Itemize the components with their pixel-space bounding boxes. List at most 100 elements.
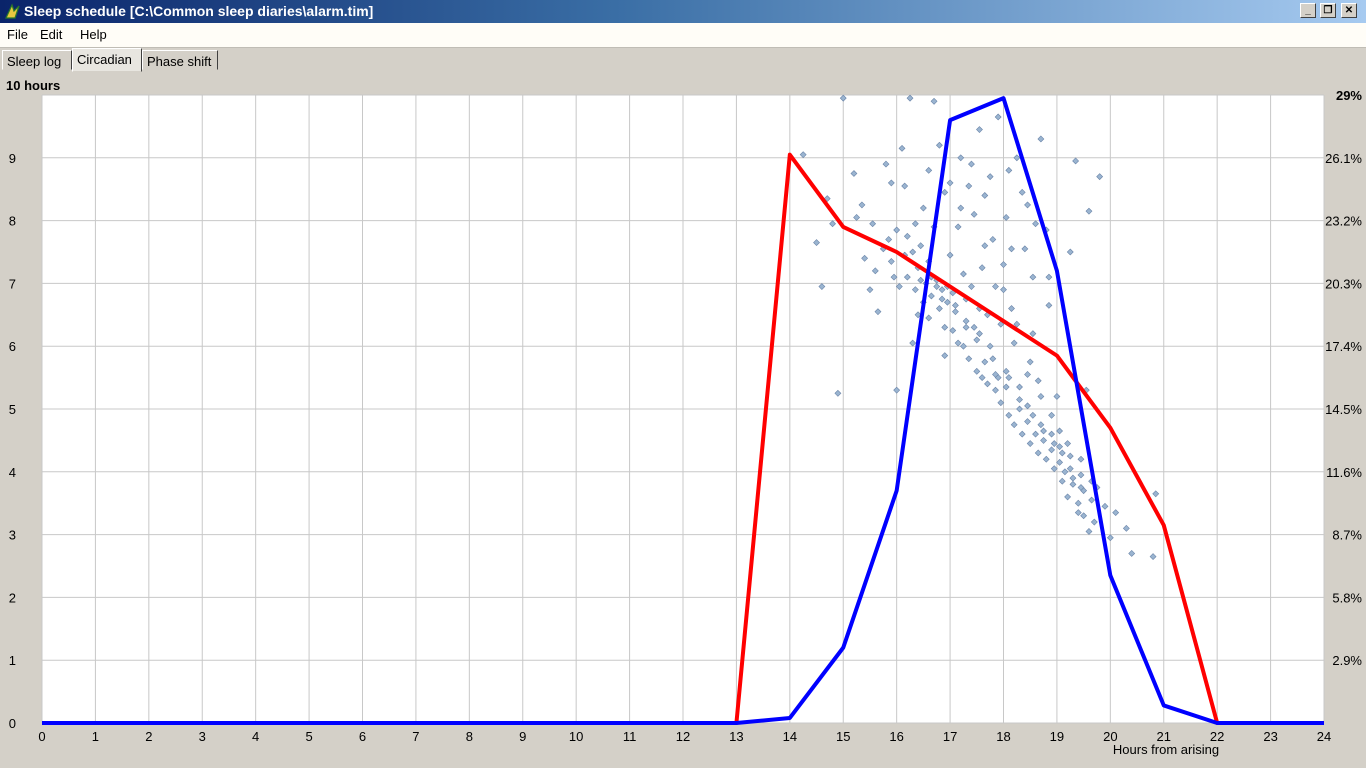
scatter-point [1085,528,1093,535]
scatter-point [890,273,898,281]
scatter-point [957,154,965,162]
scatter-point [1069,480,1077,488]
scatter-point [949,327,957,334]
scatter-point [1048,446,1055,454]
scatter-point [1149,553,1157,561]
scatter-point [968,160,975,168]
scatter-point [887,257,895,265]
scatter-point [887,179,895,187]
tab-circadian[interactable]: Circadian [72,48,142,72]
scatter-point [1096,173,1104,181]
scatter-point [1005,166,1013,174]
series-line-blue [42,96,1324,725]
scatter-point [903,273,911,281]
scatter-point [970,323,978,331]
scatter-point [946,179,954,187]
scatter-point [968,283,975,290]
scatter-point [973,336,981,344]
scatter-point [962,323,970,331]
scatter-point [1045,273,1053,281]
scatter-point [1066,248,1074,256]
right-tick-label: 29% [1336,88,1362,103]
scatter-point [1058,477,1066,485]
scatter-point [952,301,959,309]
scatter-point [903,232,911,240]
scatter-point [1053,393,1061,400]
scatter-point [829,220,836,228]
scatter-point [925,166,933,174]
scatter-point [1106,534,1114,542]
scatter-point [1045,301,1053,309]
scatter-point [1050,465,1058,473]
scatter-point [1037,421,1045,429]
title-bar: Sleep schedule [C:\Common sleep diaries\… [0,0,1366,23]
right-tick-label: 5.8% [1332,590,1362,605]
scatter-point [1056,443,1064,451]
scatter-point [965,355,973,363]
x-tick-label: 1 [92,729,99,744]
scatter-point [1005,411,1013,419]
y-tick-label: 5 [9,402,16,417]
scatter-point [986,173,994,181]
right-tick-labels: 2.9% 5.8% 8.7% 11.6% 14.5% 17.4% 20.3% 23.2% 26.… [1325,88,1362,668]
scatter-point [1037,135,1045,143]
restore-button[interactable]: ❐ [1320,3,1336,18]
scatter-point [911,220,919,228]
right-tick-label: 23.2% [1325,214,1362,229]
scatter-point [992,386,999,394]
scatter-point [1005,374,1013,382]
minimize-button[interactable]: _ [1300,3,1316,18]
x-tick-label: 18 [996,729,1010,744]
scatter-point [1010,339,1018,347]
menu-file[interactable]: File [7,27,28,42]
scatter-point [1066,452,1074,460]
x-tick-label: 14 [783,729,797,744]
scatter-point [914,311,922,319]
scatter-point [935,141,943,149]
scatter-point [1064,440,1072,447]
scatter-point [1008,305,1015,312]
scatter-point [992,371,999,378]
scatter-point [1056,427,1064,435]
scatter-point [1010,421,1018,429]
scatter-point [1002,367,1010,375]
right-tick-label: 8.7% [1332,528,1362,543]
x-tick-label: 19 [1050,729,1064,744]
scatter-point [1080,512,1088,520]
series-lines [42,96,1324,725]
y-tick-label: 8 [9,214,16,229]
scatter-point [1090,518,1098,526]
menu-bar: File Edit Help [0,23,1366,48]
tab-phase-shift[interactable]: Phase shift [142,50,218,70]
scatter-point [952,308,959,316]
scatter-point [933,283,941,290]
scatter-point [992,283,999,290]
scatter-point [799,151,807,159]
tab-sleep-log[interactable]: Sleep log [2,50,72,70]
scatter-point [997,399,1005,407]
x-tick-label: 6 [359,729,366,744]
scatter-point [895,283,903,290]
scatter-point [997,320,1005,328]
scatter-point [1013,320,1021,328]
scatter-point [1000,286,1007,294]
scatter-point [1016,405,1023,413]
scatter-point [1034,377,1042,385]
scatter-point [981,192,989,199]
menu-edit[interactable]: Edit [40,27,63,42]
y-tick-label: 4 [9,465,16,480]
scatter-point [1037,393,1045,400]
scatter-point [1122,524,1130,532]
y-tick-label: 2 [9,590,16,605]
scatter-point [1066,465,1074,473]
scatter-point [954,339,962,347]
app-icon [5,3,20,19]
close-button[interactable]: ✕ [1341,3,1357,18]
scatter-point [901,182,909,190]
scatter-point [919,204,927,212]
menu-help[interactable]: Help [80,27,107,42]
x-tick-label: 13 [729,729,743,744]
right-tick-label: 14.5% [1325,402,1362,417]
scatter-point [1056,458,1064,466]
y-tick-label: 0 [9,716,16,731]
